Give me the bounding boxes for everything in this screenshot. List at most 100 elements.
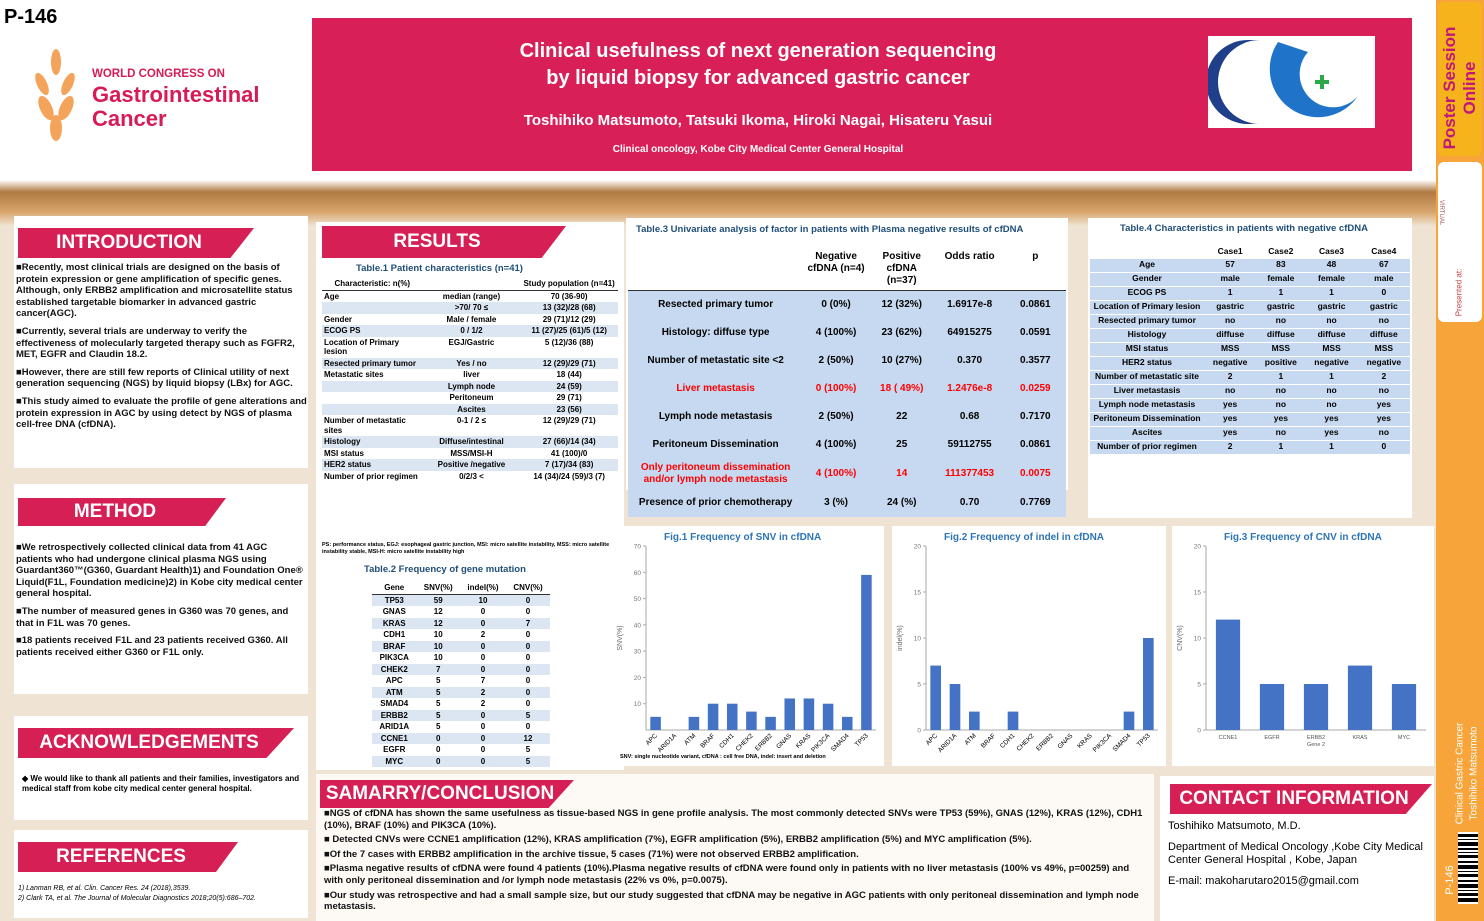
table-row: Number of prior regimen 2 1 1 0 (1090, 440, 1410, 455)
table-cell: 10 (27%) (868, 347, 935, 375)
table-cell: 7 (17)/34 (83) (520, 459, 618, 471)
table-cell: Metastatic sites (324, 370, 384, 379)
y-tick-label: 5 (917, 682, 921, 689)
table-cell: 0-1 / 2 ≤ (456, 416, 487, 425)
table-cell: 18 ( 49%) (868, 375, 935, 403)
table-cell: 5 (416, 686, 460, 698)
table-cell: Age (324, 291, 340, 301)
y-tick-label: 60 (634, 570, 642, 577)
bar (1123, 711, 1135, 730)
y-tick-label: 20 (1194, 544, 1202, 551)
table-row: HER2 status negative positive negative negat… (1090, 356, 1410, 371)
table: Negative cfDNA (n=4) Positive cfDNA (n=37… (628, 248, 1066, 517)
table-cell (322, 380, 423, 392)
table-cell: no (1305, 314, 1358, 329)
x-tick-label: SMAD4 (830, 732, 851, 753)
table-cell: positive (1256, 356, 1306, 371)
table-cell: 10 (416, 640, 460, 652)
table-row: Histology diffuse diffuse diffuse diffuse (1090, 328, 1410, 343)
table-cell: 2 (1204, 370, 1257, 385)
table-cell: 10 (433, 653, 443, 662)
bar (1391, 684, 1417, 730)
header-cell (628, 248, 804, 291)
table-cell: 0.70 (934, 489, 1005, 517)
table-cell: yes (1204, 398, 1257, 413)
x-tick-label: EGFR (1264, 735, 1279, 741)
table-cell: 13 (32)/28 (68) (520, 302, 618, 314)
figure: Fig.3 Frequency of CNV in cfDNA CNV(%) 0 5 1… (1172, 526, 1434, 766)
table-cell: diffuse (1357, 328, 1410, 343)
table-cell: Yes / no (422, 357, 521, 369)
table-cell: diffuse (1305, 328, 1358, 343)
table-cell: ECOG PS (1090, 286, 1204, 301)
table-cell: 1 (1204, 286, 1257, 301)
table-row: Number of prior regimen 0/2/3 < 14 (34)/24… (322, 471, 618, 483)
table-cell: >70/ 70 ≤ (422, 302, 521, 314)
table-row: MSI status MSS MSS MSS MSS (1090, 342, 1410, 357)
paragraph: ■However, there are still few reports of… (16, 366, 293, 390)
contact-panel: CONTACT INFORMATION Toshihiko Matsumoto,… (1160, 776, 1434, 921)
header-cell: Odds ratio (934, 248, 1005, 291)
references-panel: REFERENCES 1) Lanman RB, et al. Clin. Ca… (14, 830, 308, 918)
table-row: Lymph node metastasis yes no no yes (1090, 398, 1410, 413)
method-text: ■We retrospectively collected clinical d… (16, 542, 304, 664)
table-cell: TP53 (372, 594, 417, 606)
introduction-text: ■Recently, most clinical trials are desi… (16, 262, 308, 437)
table-row: MSI status MSS/MSI-H 41 (100)/0 (322, 448, 618, 460)
brand: Poster Session Online (1440, 26, 1479, 150)
x-tick-label: CDH1 (999, 732, 1017, 750)
contact-line: Department of Medical Oncology ,Kobe Cit… (1168, 841, 1423, 866)
section-heading: SAMARRY/CONCLUSION (320, 780, 574, 808)
brand-block (1438, 2, 1482, 156)
table-cell: Positive /negative (422, 459, 521, 471)
table-cell: 24 (59) (520, 380, 618, 392)
x-tick-label: APC (925, 732, 940, 747)
y-tick-label: 40 (634, 622, 642, 629)
table-row: HER2 status Positive /negative 7 (17)/34 (… (322, 459, 618, 471)
table-cell: 0.370 (934, 347, 1005, 375)
table-cell: 14 (868, 459, 935, 489)
header-cell: SNV(%) (416, 582, 460, 595)
table-row: Histology: diffuse type 4 (100%) 23 (62%) 6… (628, 319, 1066, 347)
table-row: Only peritoneum dissemination and/or lym… (628, 459, 1066, 489)
y-tick-label: 10 (1194, 636, 1202, 643)
table-cell: MSS (1305, 342, 1358, 357)
table-cell: 0 (459, 732, 506, 744)
table-cell: no (1357, 384, 1410, 399)
table-cell: yes (1357, 398, 1410, 413)
sidebar-id: P-146 (1444, 865, 1456, 895)
table-title: Table.3 Univariate analysis of factor in… (636, 224, 1024, 235)
header-cell: Case1 (1204, 246, 1257, 259)
y-tick-label: 5 (1197, 682, 1201, 689)
table-cell (322, 392, 423, 404)
table-cell: 14 (34)/24 (59)/3 (7) (533, 471, 605, 481)
y-tick-label: 0 (1197, 728, 1201, 735)
table-cell: ARID1A (379, 722, 410, 731)
table-cell: Histology (322, 436, 423, 448)
header-cell: Gene (372, 582, 417, 595)
table-cell: negative (1305, 356, 1358, 371)
table-cell: median (range) (442, 291, 501, 301)
paragraph: ■This study aimed to evaluate the profil… (16, 395, 307, 431)
table-cell: GNAS (382, 607, 406, 616)
bar (746, 711, 757, 730)
table-cell: 0 (459, 640, 506, 652)
table-row: ATM 5 2 0 (372, 686, 550, 698)
header-cell: Case2 (1256, 246, 1306, 259)
table-cell: yes (1204, 412, 1257, 427)
table-cell: 0 (1357, 286, 1410, 301)
table-cell: Age (1090, 258, 1204, 273)
bar (861, 574, 872, 730)
table-cell: BRAF (372, 640, 417, 652)
table-cell: 12 (32%) (868, 290, 935, 319)
table-cell: 11 (27)/25 (61)/5 (12) (520, 325, 618, 337)
table-row: Number of metastatic site 2 1 1 2 (1090, 370, 1410, 385)
table-row: ERBB2 5 0 5 (372, 709, 550, 721)
header-band: Clinical usefulness of next generation s… (312, 18, 1412, 171)
table-title: Table.1 Patient characteristics (n=41) (356, 263, 523, 274)
table-cell: 0 (525, 653, 531, 662)
table-row: Location of Primary lesion EGJ/Gastric 5 (… (322, 337, 618, 358)
section-heading: ACKNOWLEDGEMENTS (18, 728, 294, 758)
table-cell: 0 (506, 640, 550, 652)
bullet: ■NGS of cfDNA has shown the same usefuln… (324, 808, 1143, 831)
